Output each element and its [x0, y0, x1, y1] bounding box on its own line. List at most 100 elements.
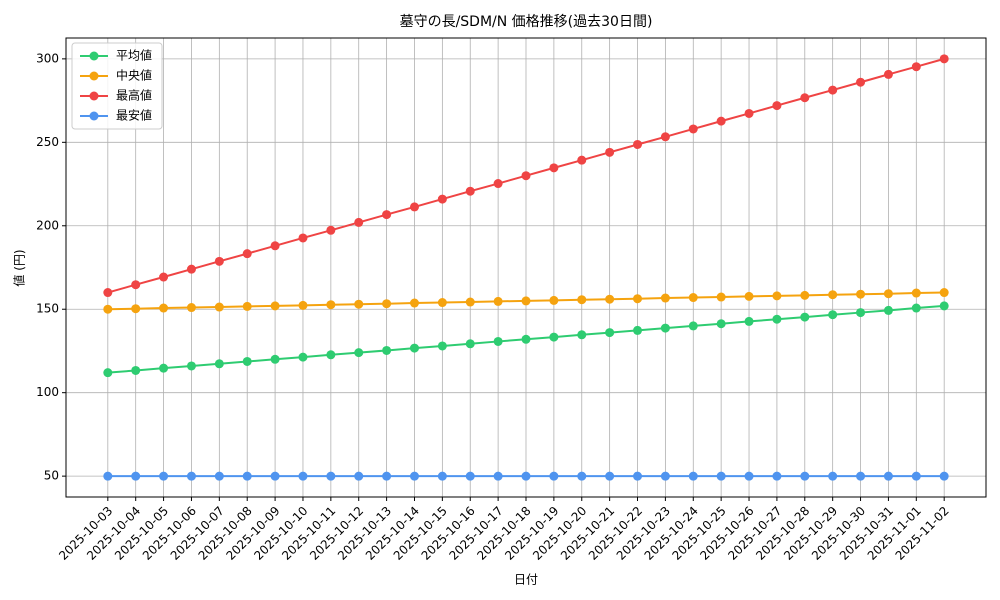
data-point: [828, 290, 838, 300]
data-point: [800, 290, 810, 300]
data-point: [688, 471, 698, 481]
data-point: [688, 293, 698, 303]
data-point: [493, 179, 503, 189]
data-point: [298, 471, 308, 481]
data-point: [409, 471, 419, 481]
data-point: [103, 471, 113, 481]
data-point: [131, 471, 141, 481]
data-point: [577, 471, 587, 481]
data-point: [549, 163, 559, 173]
y-axis-label: 値 (円): [12, 249, 27, 286]
data-point: [828, 471, 838, 481]
data-point: [270, 354, 280, 364]
legend-marker: [89, 51, 99, 61]
y-tick-label: 150: [36, 302, 59, 316]
data-point: [354, 348, 364, 358]
chart-title: 墓守の長/SDM/N 価格推移(過去30日間): [400, 14, 653, 30]
legend-marker: [89, 111, 99, 121]
data-point: [409, 298, 419, 308]
data-point: [354, 217, 364, 227]
data-point: [828, 310, 838, 320]
data-point: [159, 363, 169, 373]
data-point: [856, 471, 866, 481]
data-point: [298, 300, 308, 310]
data-point: [549, 295, 559, 305]
data-point: [493, 471, 503, 481]
data-point: [577, 295, 587, 305]
data-point: [103, 304, 113, 314]
data-point: [437, 194, 447, 204]
data-point: [939, 54, 949, 64]
data-point: [772, 314, 782, 324]
data-point: [242, 471, 252, 481]
data-point: [800, 312, 810, 322]
data-point: [382, 299, 392, 309]
data-point: [214, 256, 224, 266]
data-point: [270, 241, 280, 251]
data-point: [660, 471, 670, 481]
data-point: [214, 302, 224, 312]
data-point: [521, 171, 531, 181]
data-point: [159, 471, 169, 481]
data-point: [354, 471, 364, 481]
data-point: [744, 471, 754, 481]
data-point: [716, 319, 726, 329]
data-point: [326, 350, 336, 360]
data-point: [103, 368, 113, 378]
data-point: [911, 471, 921, 481]
data-point: [716, 116, 726, 126]
data-point: [242, 356, 252, 366]
data-point: [382, 471, 392, 481]
data-point: [214, 471, 224, 481]
data-point: [159, 272, 169, 282]
data-point: [521, 334, 531, 344]
data-point: [911, 62, 921, 72]
data-point: [493, 336, 503, 346]
data-point: [744, 316, 754, 326]
data-point: [605, 147, 615, 157]
data-point: [326, 225, 336, 235]
data-point: [214, 359, 224, 369]
data-point: [883, 305, 893, 315]
data-point: [521, 296, 531, 306]
data-point: [103, 288, 113, 298]
data-point: [883, 69, 893, 79]
data-point: [131, 365, 141, 375]
data-point: [716, 471, 726, 481]
data-point: [660, 293, 670, 303]
plot-frame: [65, 37, 987, 498]
data-point: [883, 471, 893, 481]
data-point: [633, 294, 643, 304]
data-point: [633, 139, 643, 149]
data-point: [911, 303, 921, 313]
data-point: [688, 124, 698, 134]
legend-label: 平均値: [116, 48, 152, 63]
data-point: [465, 186, 475, 196]
data-point: [186, 361, 196, 371]
data-point: [744, 291, 754, 301]
data-point: [605, 471, 615, 481]
data-point: [465, 471, 475, 481]
data-point: [242, 301, 252, 311]
data-point: [437, 298, 447, 308]
y-tick-label: 100: [36, 385, 59, 399]
data-point: [772, 471, 782, 481]
data-point: [939, 288, 949, 298]
data-point: [856, 308, 866, 318]
data-point: [549, 471, 559, 481]
data-point: [772, 101, 782, 111]
data-point: [577, 330, 587, 340]
data-point: [856, 77, 866, 87]
data-point: [159, 303, 169, 313]
data-point: [465, 339, 475, 349]
data-point: [186, 264, 196, 274]
data-point: [939, 301, 949, 311]
data-point: [354, 299, 364, 309]
data-point: [409, 202, 419, 212]
legend-marker: [89, 71, 99, 81]
data-point: [437, 341, 447, 351]
data-point: [772, 291, 782, 301]
data-point: [465, 297, 475, 307]
data-point: [270, 301, 280, 311]
